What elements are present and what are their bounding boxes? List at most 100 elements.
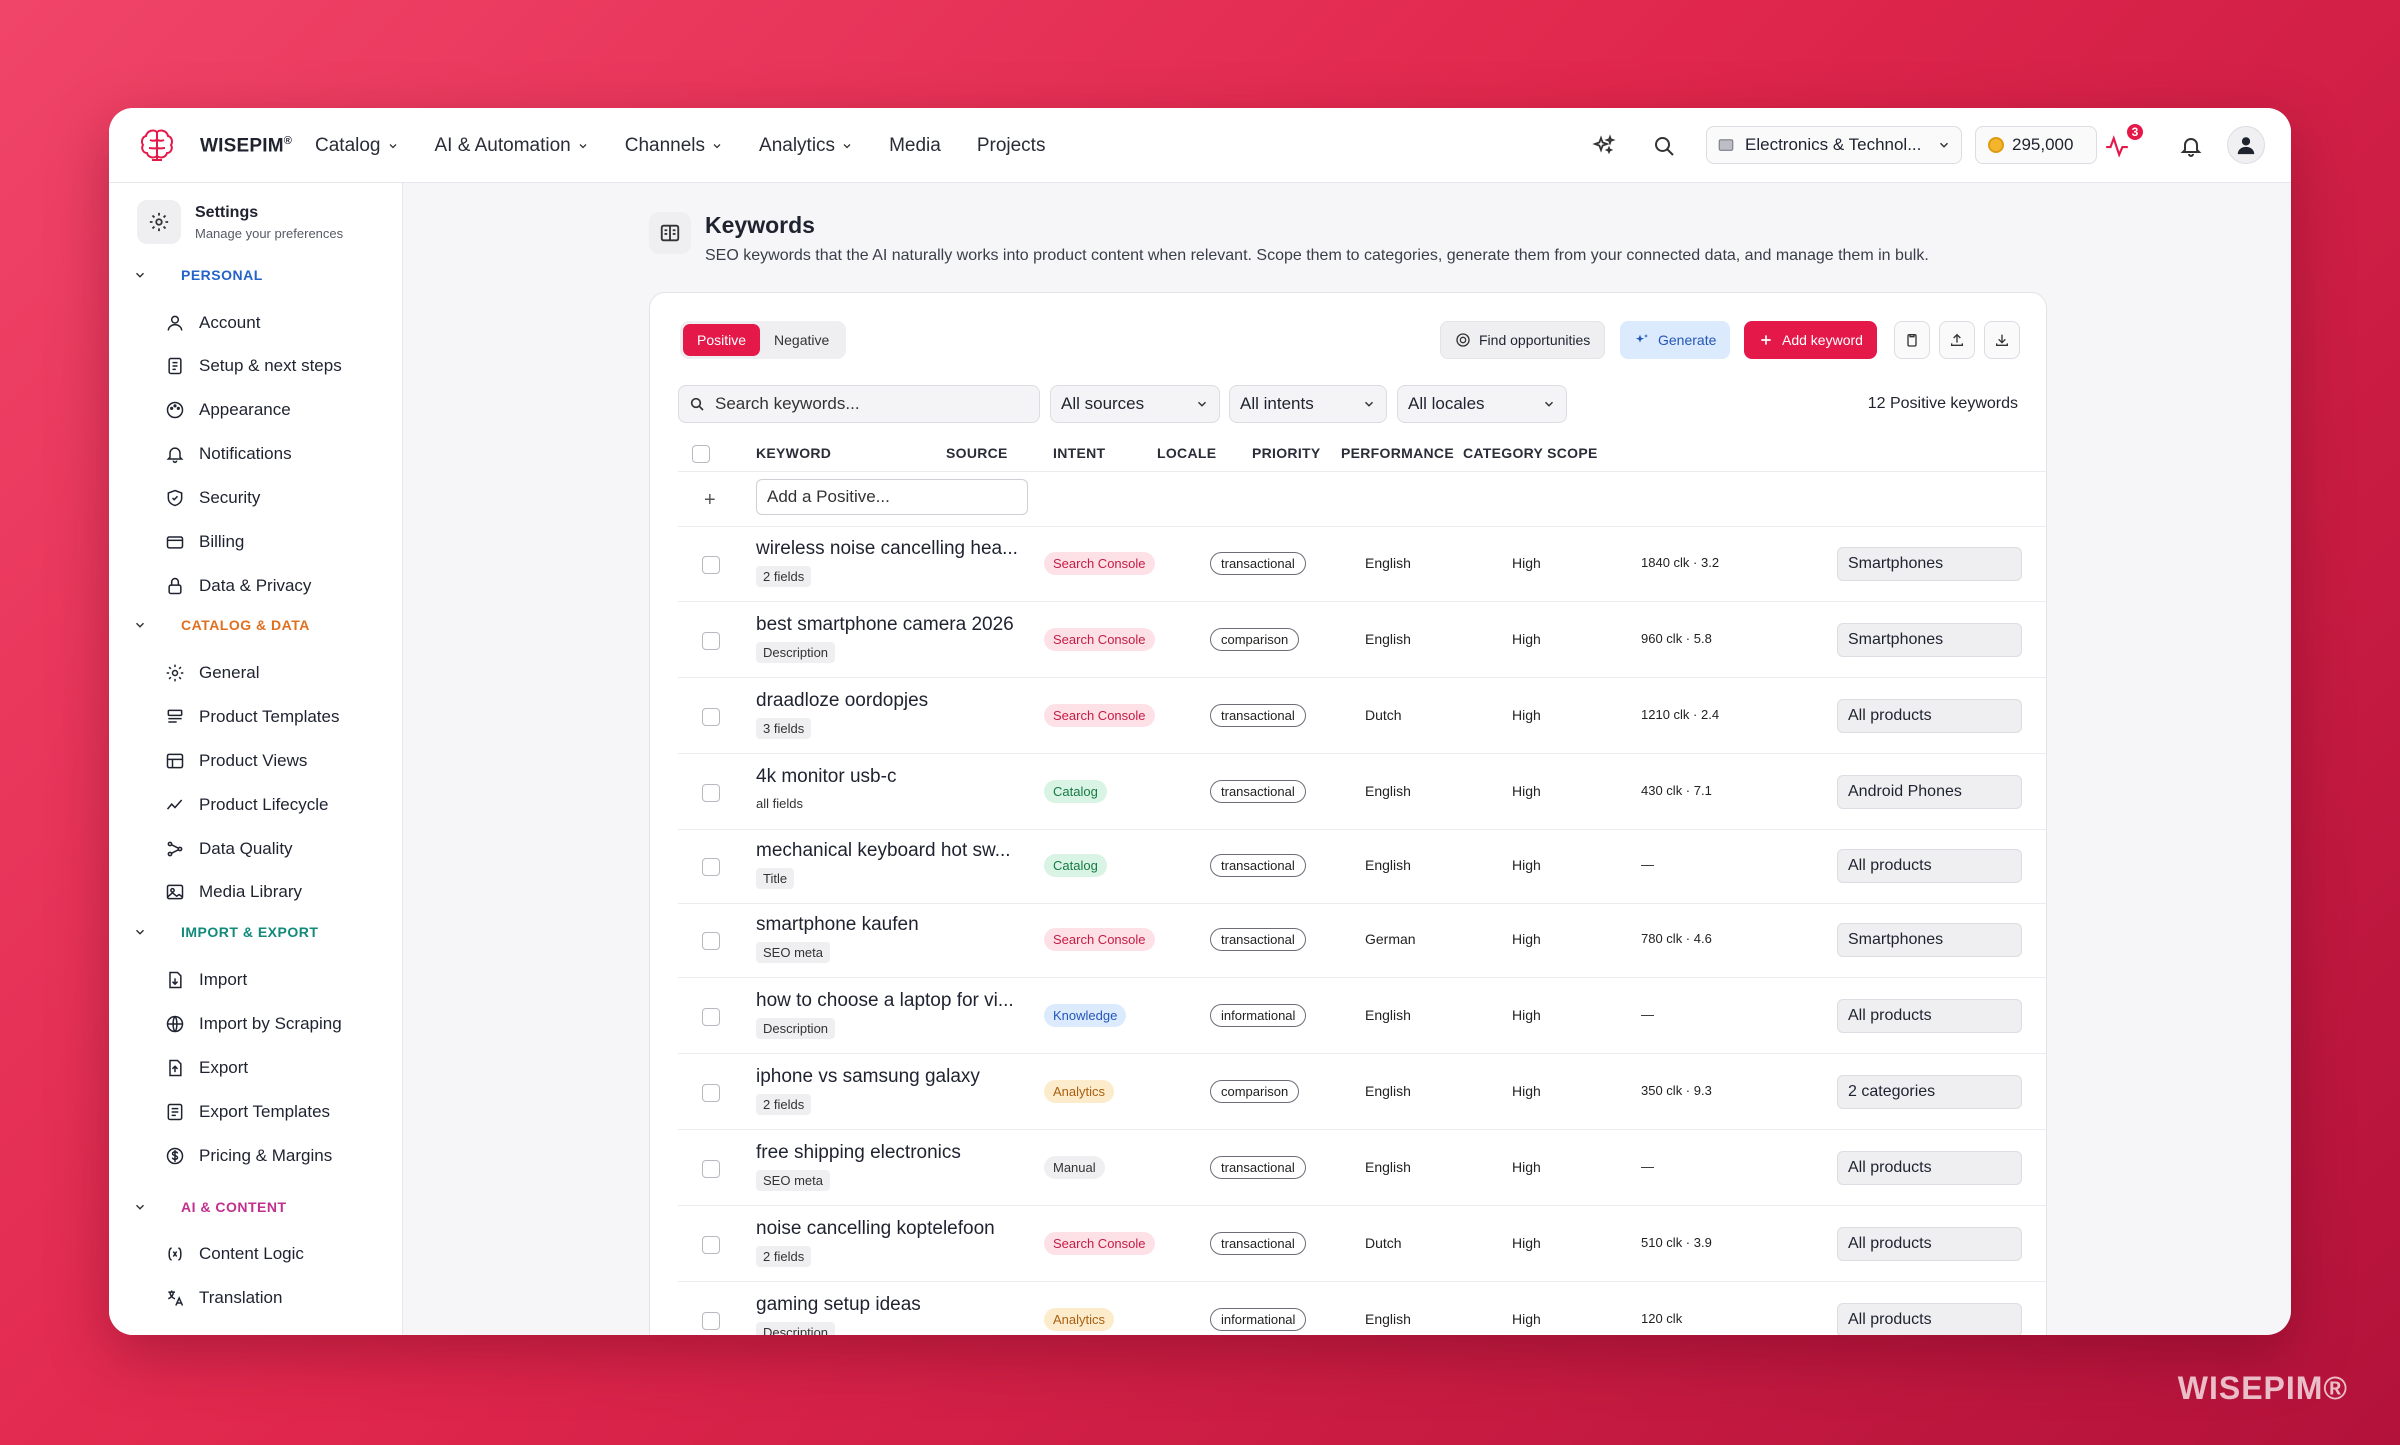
nav-analytics[interactable]: Analytics	[759, 135, 853, 157]
category-scope-select[interactable]: 2 categories	[1837, 1075, 2022, 1109]
sidebar-item-media-library[interactable]: Media Library	[165, 882, 302, 902]
category-scope-select[interactable]: Smartphones	[1837, 547, 2022, 581]
clipboard-icon[interactable]	[1894, 321, 1930, 359]
intents-filter[interactable]: All intents	[1229, 385, 1387, 423]
add-keyword-button[interactable]: Add keyword	[1744, 321, 1877, 359]
row-checkbox[interactable]	[702, 1008, 720, 1026]
sidebar-item-account[interactable]: Account	[165, 313, 260, 333]
row-checkbox[interactable]	[702, 708, 720, 726]
nav-projects[interactable]: Projects	[977, 135, 1046, 157]
keyword-text[interactable]: free shipping electronics	[756, 1142, 961, 1163]
table-row[interactable]: mechanical keyboard hot sw... Title Catalo…	[650, 828, 2046, 904]
column-header-priority[interactable]: PRIORITY	[1252, 445, 1321, 461]
row-checkbox[interactable]	[702, 556, 720, 574]
keyword-text[interactable]: wireless noise cancelling hea...	[756, 538, 1018, 559]
sidebar-item-billing[interactable]: Billing	[165, 532, 244, 552]
sidebar-item-pricing-margins[interactable]: Pricing & Margins	[165, 1146, 332, 1166]
priority-cell[interactable]: High	[1512, 931, 1541, 947]
keyword-text[interactable]: best smartphone camera 2026	[756, 614, 1014, 635]
sidebar-item-data-quality[interactable]: Data Quality	[165, 839, 293, 859]
priority-cell[interactable]: High	[1512, 1311, 1541, 1327]
locales-filter[interactable]: All locales	[1397, 385, 1567, 423]
find-opportunities-button[interactable]: Find opportunities	[1440, 321, 1606, 359]
category-scope-select[interactable]: All products	[1837, 1151, 2022, 1185]
keyword-text[interactable]: noise cancelling koptelefoon	[756, 1218, 995, 1239]
upload-icon[interactable]	[1939, 321, 1975, 359]
sidebar-item-notifications[interactable]: Notifications	[165, 444, 292, 464]
table-row[interactable]: free shipping electronics SEO meta Manual t…	[650, 1130, 2046, 1206]
column-header-keyword[interactable]: KEYWORD	[756, 445, 832, 461]
table-row[interactable]: gaming setup ideas Description Analytics in…	[650, 1282, 2046, 1335]
nav-channels[interactable]: Channels	[625, 135, 723, 157]
table-row[interactable]: best smartphone camera 2026 Description Se…	[650, 602, 2046, 678]
nav-ai-automation[interactable]: AI & Automation	[435, 135, 589, 157]
priority-cell[interactable]: High	[1512, 1007, 1541, 1023]
row-checkbox[interactable]	[702, 1160, 720, 1178]
row-checkbox[interactable]	[702, 1236, 720, 1254]
section-import-export[interactable]: IMPORT & EXPORT	[133, 924, 318, 940]
priority-cell[interactable]: High	[1512, 707, 1541, 723]
download-icon[interactable]	[1984, 321, 2020, 359]
category-scope-select[interactable]: All products	[1837, 849, 2022, 883]
sidebar-item-appearance[interactable]: Appearance	[165, 400, 291, 420]
sidebar-item-data-privacy[interactable]: Data & Privacy	[165, 576, 311, 596]
sidebar-item-export-templates[interactable]: Export Templates	[165, 1102, 330, 1122]
sidebar-item-translation[interactable]: Translation	[165, 1288, 282, 1308]
sidebar-item-product-templates[interactable]: Product Templates	[165, 707, 339, 727]
category-scope-select[interactable]: All products	[1837, 1227, 2022, 1261]
sidebar-item-setup-next-steps[interactable]: Setup & next steps	[165, 356, 342, 376]
generate-button[interactable]: Generate	[1620, 321, 1731, 359]
table-row[interactable]: wireless noise cancelling hea... 2 fields…	[650, 526, 2046, 602]
row-checkbox[interactable]	[702, 932, 720, 950]
priority-cell[interactable]: High	[1512, 1083, 1541, 1099]
priority-cell[interactable]: High	[1512, 555, 1541, 571]
priority-cell[interactable]: High	[1512, 783, 1541, 799]
section-ai-content[interactable]: AI & CONTENT	[133, 1199, 287, 1215]
section-catalog-data[interactable]: CATALOG & DATA	[133, 617, 310, 633]
sidebar-item-import[interactable]: Import	[165, 970, 247, 990]
tab-negative[interactable]: Negative	[774, 332, 830, 348]
table-row[interactable]: smartphone kaufen SEO meta Search Console t…	[650, 902, 2046, 978]
row-checkbox[interactable]	[702, 632, 720, 650]
category-scope-select[interactable]: Smartphones	[1837, 623, 2022, 657]
keyword-text[interactable]: gaming setup ideas	[756, 1294, 921, 1315]
row-checkbox[interactable]	[702, 1084, 720, 1102]
priority-cell[interactable]: High	[1512, 857, 1541, 873]
section-personal[interactable]: PERSONAL	[133, 267, 263, 283]
keyword-text[interactable]: how to choose a laptop for vi...	[756, 990, 1014, 1011]
tab-positive[interactable]: Positive	[683, 324, 761, 356]
sidebar-item-import-by-scraping[interactable]: Import by Scraping	[165, 1014, 342, 1034]
workspace-select[interactable]: Electronics & Technol...	[1706, 126, 1962, 164]
row-checkbox[interactable]	[702, 858, 720, 876]
credits-balance[interactable]: 295,000	[1975, 126, 2097, 164]
keyword-search-input[interactable]: Search keywords...	[678, 385, 1040, 423]
row-checkbox[interactable]	[702, 1312, 720, 1330]
sparkle-icon[interactable]	[1588, 130, 1620, 162]
add-row-plus-icon[interactable]: +	[704, 489, 716, 511]
user-avatar[interactable]	[2227, 126, 2265, 164]
sidebar-item-general[interactable]: General	[165, 663, 259, 683]
keyword-text[interactable]: draadloze oordopjes	[756, 690, 929, 711]
table-row[interactable]: iphone vs samsung galaxy 2 fields Analytic…	[650, 1054, 2046, 1130]
add-keyword-input[interactable]: Add a Positive...	[756, 479, 1028, 515]
sidebar-item-content-logic[interactable]: Content Logic	[165, 1244, 304, 1264]
sidebar-item-security[interactable]: Security	[165, 488, 260, 508]
column-header-performance[interactable]: PERFORMANCE	[1341, 445, 1454, 461]
activity-icon[interactable]	[2101, 130, 2133, 162]
nav-media[interactable]: Media	[889, 135, 941, 157]
column-header-category-scope[interactable]: CATEGORY SCOPE	[1463, 445, 1598, 461]
brain-logo-icon[interactable]	[137, 126, 177, 166]
search-icon[interactable]	[1648, 130, 1680, 162]
priority-cell[interactable]: High	[1512, 1235, 1541, 1251]
select-all-checkbox[interactable]	[692, 445, 710, 463]
priority-cell[interactable]: High	[1512, 631, 1541, 647]
column-header-locale[interactable]: LOCALE	[1157, 445, 1217, 461]
category-scope-select[interactable]: All products	[1837, 1303, 2022, 1335]
column-header-source[interactable]: SOURCE	[946, 445, 1008, 461]
sidebar-item-product-lifecycle[interactable]: Product Lifecycle	[165, 795, 328, 815]
sources-filter[interactable]: All sources	[1050, 385, 1220, 423]
nav-catalog[interactable]: Catalog	[315, 135, 399, 157]
row-checkbox[interactable]	[702, 784, 720, 802]
priority-cell[interactable]: High	[1512, 1159, 1541, 1175]
category-scope-select[interactable]: All products	[1837, 999, 2022, 1033]
